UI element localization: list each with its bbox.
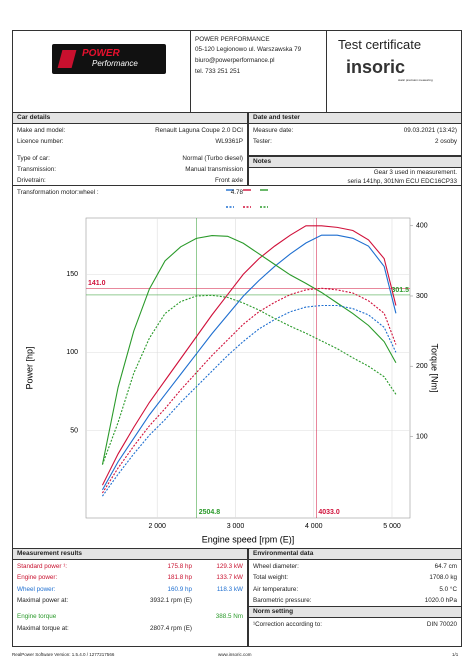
row-value: 3932.1 rpm (E) — [150, 596, 192, 604]
row-value: 181.8 hp — [167, 574, 192, 582]
row-value: 1708.0 kg — [429, 574, 457, 582]
y-tick-label: 100 — [66, 349, 78, 356]
row-value: Manual transmission — [185, 165, 243, 173]
logo-text: Performance — [92, 59, 138, 68]
row-label: ¹Correction according to: — [253, 621, 322, 628]
row-value: 5.0 °C — [439, 585, 457, 593]
marker-label: 4033.0 — [318, 509, 340, 516]
row-value: 388.5 Nm — [215, 613, 243, 621]
section: Norm setting ¹Correction according to: DIN… — [248, 606, 462, 647]
marker-label: 301.5 — [391, 287, 409, 294]
row-value: Front axle — [215, 177, 243, 185]
row-label: Transmission: — [17, 165, 56, 173]
x-axis-label: Engine speed [rpm (E)] — [202, 534, 295, 544]
row-label: Total weight: — [253, 574, 289, 582]
row-value: Renault Laguna Coupe 2.0 DCI — [155, 127, 243, 134]
y-axis-label: Power [hp] — [24, 346, 34, 389]
row-value: 09.03.2021 (13:42) — [403, 127, 457, 134]
section-heading: Date and tester — [249, 113, 461, 124]
section: Date and tester Measure date: 09.03.2021 (… — [248, 112, 462, 156]
section: Environmental data Wheel diameter: 64.7 cm… — [248, 548, 462, 607]
row-label: Engine power: — [17, 574, 58, 582]
row-value: 175.8 hp — [167, 563, 192, 570]
row-label: Type of car: — [17, 154, 50, 162]
series-line — [101, 304, 397, 497]
section-heading: Measurement results — [13, 549, 247, 560]
row-label: Standard power ¹: — [17, 563, 68, 570]
company: POWER PERFORMANCE — [195, 36, 270, 43]
y-tick-label: 50 — [70, 427, 78, 434]
row-label: Measure date: — [253, 127, 294, 134]
note: seria 141hp, 301Nm ECU EDC16CP33 — [347, 178, 457, 185]
section-heading: Environmental data — [249, 549, 461, 560]
marker-label: 141.0 — [88, 280, 106, 287]
row-value: 129.3 kW — [216, 563, 243, 570]
section: Measurement results Standard power ¹: 175.… — [12, 548, 248, 647]
series-line — [101, 287, 397, 494]
y-tick-label: 150 — [66, 271, 78, 278]
logo: POWER Performance — [52, 44, 166, 74]
series-line — [101, 235, 397, 465]
doc-title: Test certificate — [338, 37, 422, 52]
row-label: Maximal power at: — [17, 596, 69, 604]
row-label: Air temperature: — [253, 585, 299, 593]
row-value: DIN 70020 — [426, 621, 457, 628]
plot-area — [85, 217, 411, 519]
marker-label: 2504.8 — [199, 509, 221, 516]
company: 05-120 Legionowo ul. Warszawska 79 — [195, 46, 302, 53]
row-label: Drivetrain: — [17, 177, 46, 185]
logo-mark — [57, 50, 77, 68]
footer: www.insoric.com — [218, 652, 252, 657]
row-value: Normal (Turbo diesel) — [182, 154, 243, 162]
row-value: 118.3 kW — [216, 585, 243, 593]
row-label: Licence number: — [17, 138, 64, 146]
header-divider — [326, 30, 327, 112]
row-value: 133.7 kW — [216, 574, 243, 582]
row-label: Tester: — [253, 138, 272, 146]
row-label: Barometric pressure: — [253, 596, 312, 604]
footer: RealPower Software Version: 1.5.4.0 / 12… — [12, 652, 115, 657]
section-heading: Car details — [13, 113, 247, 124]
row-label: Wheel power: — [17, 585, 56, 593]
x-tick-label: 4 000 — [305, 523, 323, 530]
series-line — [101, 234, 397, 491]
row-label: Maximal torque at: — [17, 624, 69, 632]
row-value: 2807.4 rpm (E) — [150, 624, 192, 632]
chart: 2 000 3 000 4 000 5 000 50 100 150 100 200 300 400… — [24, 189, 440, 544]
row-value: WL9361P — [215, 138, 243, 146]
x-tick-label: 5 000 — [383, 523, 401, 530]
company: tel. 733 251 251 — [195, 68, 241, 75]
brand: insoric — [346, 57, 406, 77]
section-heading: Notes — [249, 157, 461, 168]
series-line — [101, 294, 397, 465]
row-label: Transformation motor:wheel : — [17, 188, 99, 196]
row-value: 2 osoby — [434, 138, 457, 146]
row-label: Wheel diameter: — [253, 563, 299, 570]
y2-tick-label: 400 — [416, 223, 428, 230]
y2-tick-label: 300 — [416, 293, 428, 300]
section-heading: Norm setting — [249, 607, 461, 618]
x-tick-label: 2 000 — [148, 523, 166, 530]
note: Gear 3 used in measurement. — [373, 169, 457, 176]
y2-tick-label: 200 — [416, 363, 428, 370]
header-divider — [190, 30, 191, 112]
company: biuro@powerperformance.pl — [195, 57, 275, 64]
row-value: 160.9 hp — [167, 585, 192, 593]
row-value: 64.7 cm — [434, 563, 457, 570]
y2-axis-label: Torque [Nm] — [430, 343, 440, 392]
brand-tag: static precision measuring — [398, 78, 433, 82]
section: Car details Make and model: Renault Laguna… — [12, 112, 248, 196]
section: Notes Gear 3 used in measurement. seria 14… — [248, 156, 462, 186]
row-value: 1020.0 hPa — [424, 596, 457, 604]
row-value: 4.78 — [230, 188, 243, 196]
row-label: Engine torque — [17, 613, 57, 621]
x-tick-label: 3 000 — [227, 523, 245, 530]
series-line — [101, 225, 397, 486]
footer: 1/1 — [452, 652, 459, 657]
logo-text: POWER — [82, 48, 120, 59]
y2-tick-label: 100 — [416, 433, 428, 440]
row-label: Make and model: — [17, 127, 66, 134]
